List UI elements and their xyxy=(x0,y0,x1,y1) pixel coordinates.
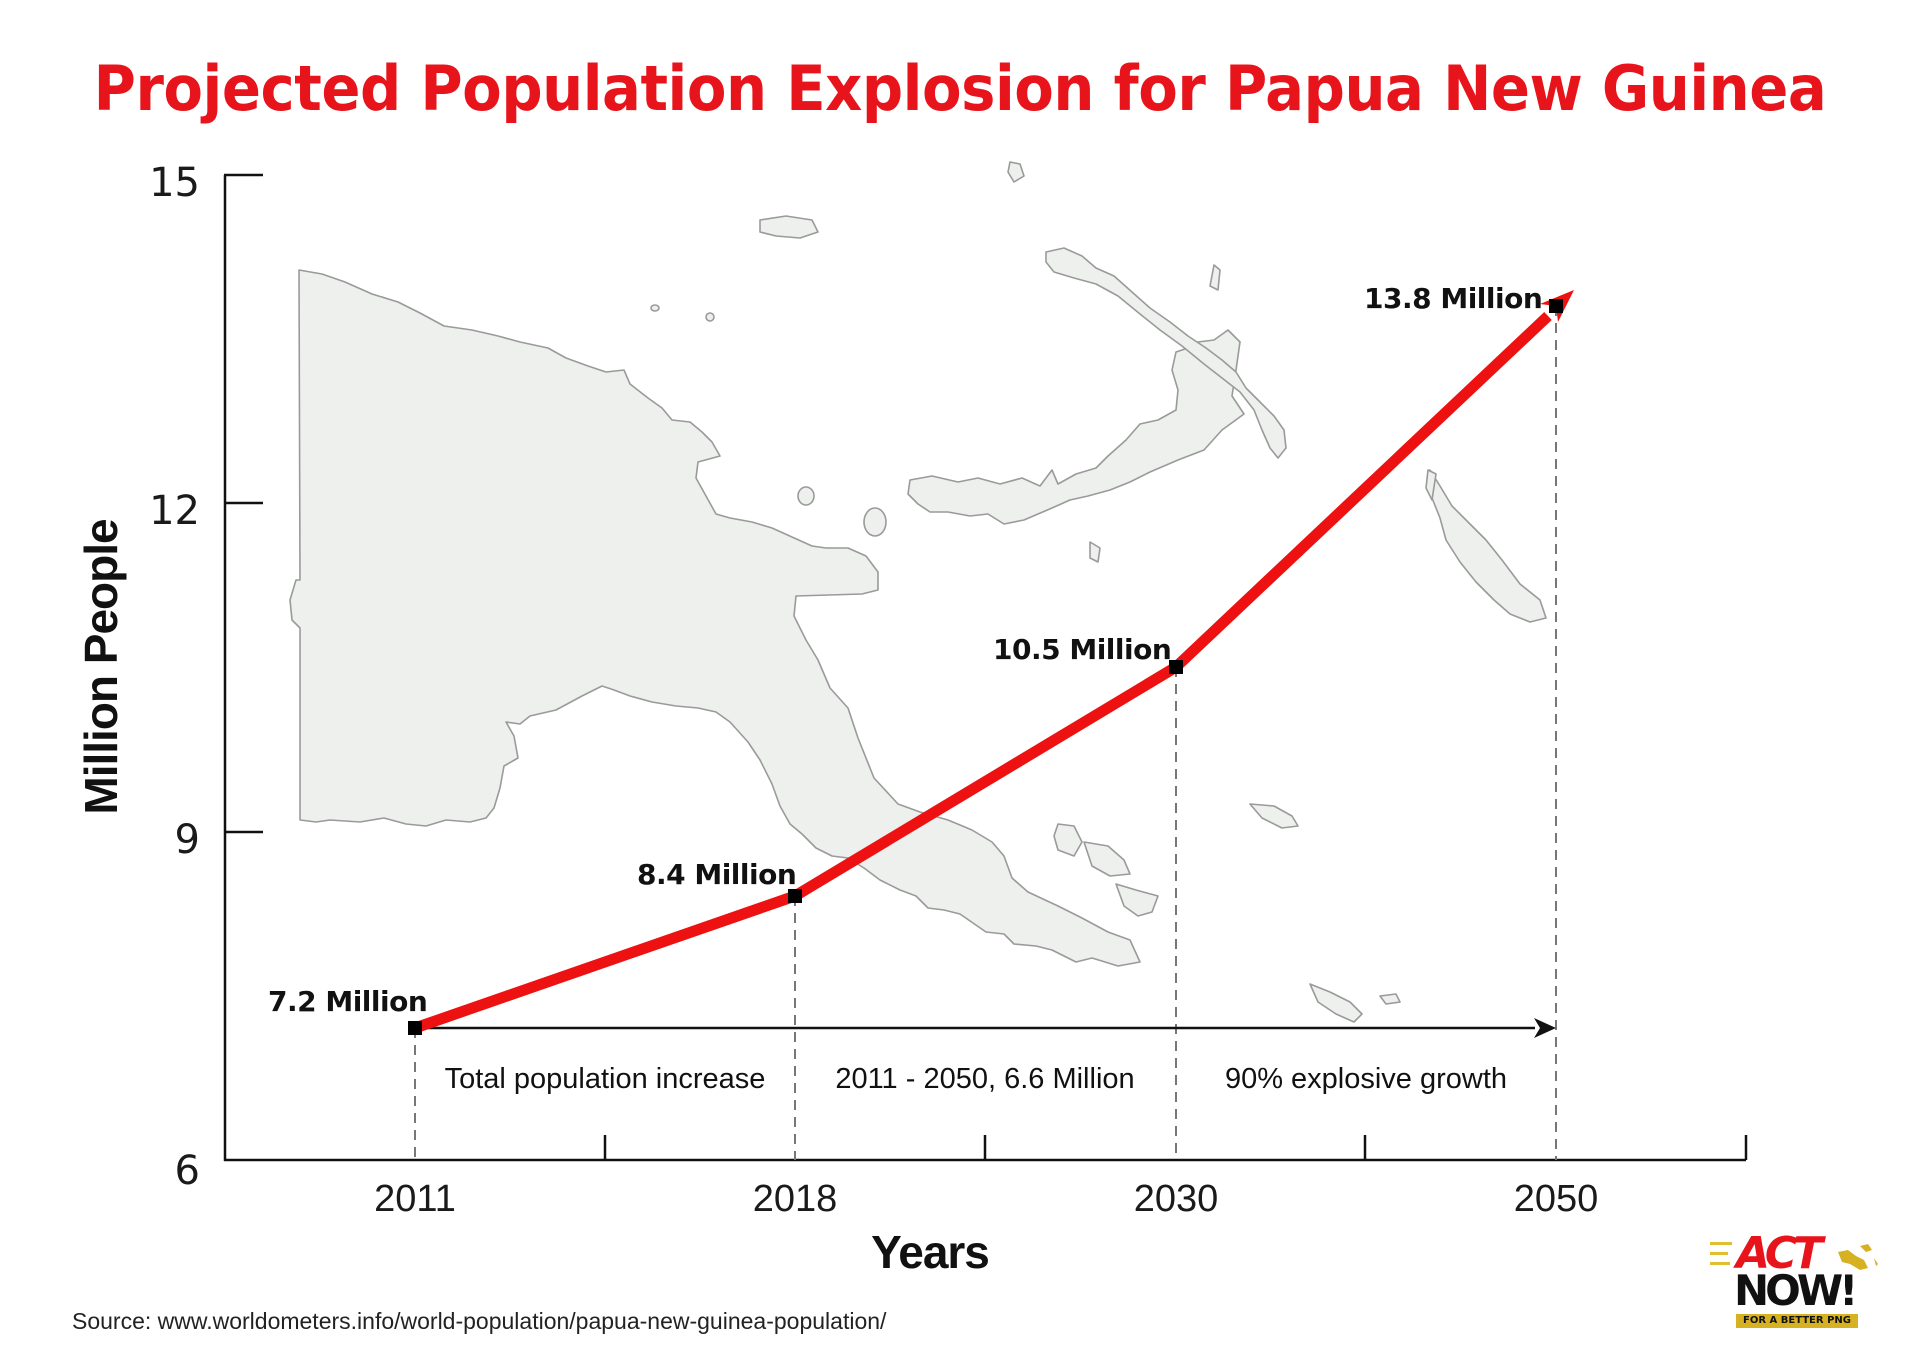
data-label-2030: 10.5 Million xyxy=(993,633,1172,666)
x-tick-label: 2011 xyxy=(374,1178,456,1220)
png-map-background xyxy=(289,161,1547,1023)
annotation-range-amount: 2011 - 2050, 6.6 Million xyxy=(835,1063,1135,1095)
y-axis xyxy=(223,173,263,1161)
data-markers xyxy=(408,299,1563,1035)
y-tick-label: 6 xyxy=(174,1148,200,1194)
x-axis-label: Years xyxy=(871,1226,990,1278)
png-map-icon xyxy=(1838,1244,1878,1270)
x-tick-label: 2018 xyxy=(752,1178,838,1220)
chart-title: Projected Population Explosion for Papua… xyxy=(93,52,1827,125)
logo-now-text: NOW! xyxy=(1734,1266,1858,1315)
speed-lines-icon xyxy=(1710,1262,1730,1265)
act-now-logo: ACT NOW! FOR A BETTER PNG xyxy=(1706,1232,1884,1332)
x-axis xyxy=(224,1135,1748,1162)
annotation-growth-rate: 90% explosive growth xyxy=(1224,1063,1508,1095)
y-tick-label: 12 xyxy=(149,488,200,534)
x-tick-label: 2050 xyxy=(1513,1178,1599,1220)
data-label-2018: 8.4 Million xyxy=(637,858,797,891)
speed-lines-icon xyxy=(1710,1252,1728,1255)
y-tick-label: 9 xyxy=(174,817,200,863)
annotation-total-increase: Total population increase xyxy=(444,1063,766,1095)
year-guide-lines xyxy=(414,306,1557,1160)
data-label-2011: 7.2 Million xyxy=(268,985,428,1018)
x-tick-label: 2030 xyxy=(1133,1178,1219,1220)
logo-tagline: FOR A BETTER PNG xyxy=(1736,1314,1858,1328)
y-tick-label: 15 xyxy=(149,160,200,206)
span-arrow xyxy=(415,1018,1556,1038)
y-axis-label: Million People xyxy=(75,519,127,815)
source-citation: Source: www.worldometers.info/world-popu… xyxy=(72,1308,887,1334)
data-label-2050: 13.8 Million xyxy=(1364,282,1543,315)
logo-act-text: ACT xyxy=(1736,1228,1823,1279)
speed-lines-icon xyxy=(1710,1242,1732,1245)
